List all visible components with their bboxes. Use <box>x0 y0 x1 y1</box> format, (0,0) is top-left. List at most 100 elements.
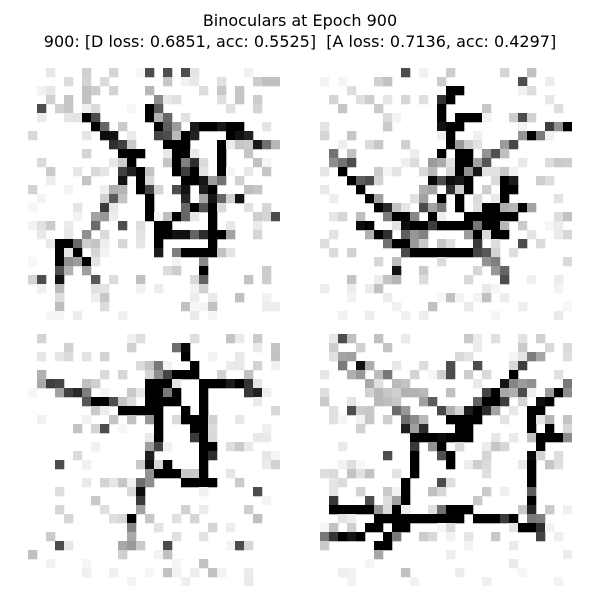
pixel <box>527 469 537 479</box>
pixel <box>392 469 402 479</box>
pixel <box>100 185 110 195</box>
pixel <box>145 460 155 470</box>
pixel <box>46 559 56 569</box>
pixel <box>518 221 528 231</box>
pixel <box>527 415 537 425</box>
pixel <box>64 95 74 105</box>
pixel <box>383 487 393 497</box>
generated-sample-4 <box>320 334 572 586</box>
pixel <box>455 433 465 443</box>
pixel <box>419 248 429 258</box>
pixel <box>235 176 245 186</box>
pixel <box>338 167 348 177</box>
pixel <box>244 167 254 177</box>
pixel <box>482 158 492 168</box>
pixel <box>437 478 447 488</box>
pixel <box>455 352 465 362</box>
pixel <box>244 370 254 380</box>
pixel <box>37 352 47 362</box>
pixel <box>491 203 501 213</box>
pixel <box>545 415 555 425</box>
pixel <box>190 77 200 87</box>
pixel <box>109 212 119 222</box>
pixel <box>536 514 546 524</box>
pixel <box>199 284 209 294</box>
pixel <box>518 302 528 312</box>
pixel <box>320 239 330 249</box>
pixel <box>383 415 393 425</box>
pixel <box>244 68 254 78</box>
pixel <box>190 334 200 344</box>
pixel <box>482 248 492 258</box>
pixel <box>91 86 101 96</box>
pixel <box>55 541 65 551</box>
pixel <box>509 388 519 398</box>
pixel <box>82 388 92 398</box>
pixel <box>244 388 254 398</box>
pixel <box>401 514 411 524</box>
pixel <box>154 113 164 123</box>
pixel <box>374 550 384 560</box>
pixel <box>401 334 411 344</box>
pixel <box>437 122 447 132</box>
pixel <box>145 415 155 425</box>
pixel <box>491 212 501 222</box>
pixel <box>145 113 155 123</box>
pixel <box>217 248 227 258</box>
pixel <box>437 505 447 515</box>
pixel <box>491 397 501 407</box>
pixel <box>410 248 420 258</box>
pixel <box>455 167 465 177</box>
pixel <box>181 577 191 586</box>
pixel <box>127 104 137 114</box>
pixel <box>428 212 438 222</box>
pixel <box>347 469 357 479</box>
pixel <box>37 275 47 285</box>
pixel <box>163 140 173 150</box>
pixel <box>244 131 254 141</box>
pixel <box>401 230 411 240</box>
pixel <box>356 424 366 434</box>
pixel <box>244 442 254 452</box>
pixel <box>172 514 182 524</box>
pixel <box>374 275 384 285</box>
pixel <box>473 167 483 177</box>
pixel <box>208 311 218 320</box>
pixel <box>383 212 393 222</box>
pixel <box>419 167 429 177</box>
pixel <box>392 239 402 249</box>
pixel <box>347 334 357 344</box>
pixel <box>329 532 339 542</box>
pixel <box>383 122 393 132</box>
pixel <box>163 568 173 578</box>
pixel <box>455 293 465 303</box>
pixel <box>262 158 272 168</box>
pixel <box>473 460 483 470</box>
pixel <box>199 275 209 285</box>
pixel <box>419 266 429 276</box>
pixel <box>338 460 348 470</box>
pixel <box>446 460 456 470</box>
pixel <box>455 505 465 515</box>
pixel <box>172 532 182 542</box>
pixel <box>374 514 384 524</box>
pixel <box>199 397 209 407</box>
pixel <box>145 379 155 389</box>
pixel <box>28 275 38 285</box>
pixel <box>374 257 384 267</box>
pixel <box>199 158 209 168</box>
pixel <box>545 158 555 168</box>
pixel <box>473 397 483 407</box>
pixel <box>37 370 47 380</box>
pixel <box>419 203 429 213</box>
pixel <box>356 469 366 479</box>
pixel <box>208 352 218 362</box>
pixel <box>338 352 348 362</box>
pixel <box>473 514 483 524</box>
pixel <box>500 167 510 177</box>
pixel <box>455 248 465 258</box>
pixel <box>446 68 456 78</box>
pixel <box>217 122 227 132</box>
pixel <box>446 95 456 105</box>
pixel <box>64 257 74 267</box>
